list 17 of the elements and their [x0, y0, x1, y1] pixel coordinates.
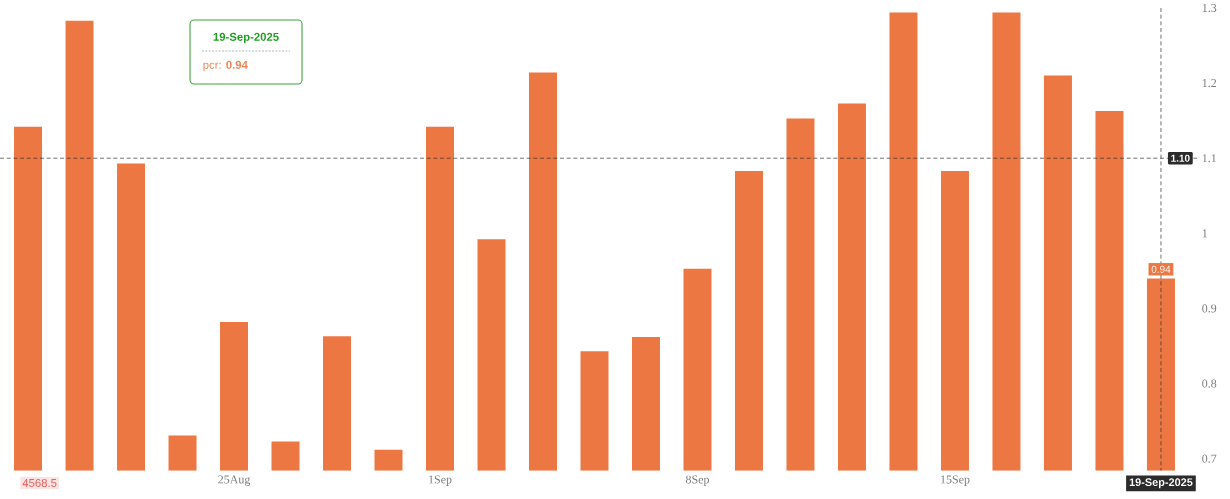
ref-line-label: 1.10: [1171, 154, 1190, 162]
y-tick-label: 1.2: [1202, 79, 1217, 88]
text: 4568.5: [22, 478, 57, 487]
annotation: 19-Sep-2025: [213, 32, 279, 44]
x-tick-label: 8Sep: [685, 475, 710, 486]
y-tick-label: 0.7: [1202, 454, 1217, 463]
y-tick-label: 1: [1202, 229, 1207, 238]
y-tick-label: 1.1: [1202, 154, 1216, 163]
x-tick-label: 25Aug: [218, 475, 251, 486]
y-tick-label: 0.9: [1202, 304, 1217, 313]
x-tick-label: 19-Sep-2025: [1129, 478, 1193, 489]
y-tick-label: 1.3: [1202, 3, 1217, 13]
x-tick-label: 15Sep: [941, 475, 970, 486]
y-tick-label: 0.8: [1202, 379, 1217, 388]
data-label: 0.94: [1151, 265, 1171, 273]
x-tick-label: 1Sep: [429, 475, 452, 486]
annotation: pcr: 0.94: [203, 60, 248, 72]
